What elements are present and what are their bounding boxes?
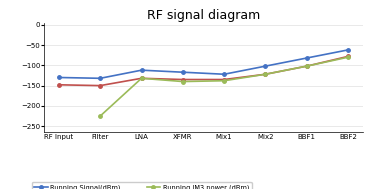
Running Noise Power(dBm) [346, 55, 350, 57]
Running Signal(dBm) [263, 65, 268, 67]
Line: Running Noise Power(dBm): Running Noise Power(dBm) [57, 55, 350, 87]
Running Signal(dBm) [222, 73, 226, 75]
Running Noise Power(dBm) [305, 65, 309, 67]
Running Signal(dBm) [346, 49, 350, 51]
Running Signal(dBm) [98, 77, 102, 79]
Title: RF signal diagram: RF signal diagram [147, 9, 260, 22]
Running Signal(dBm) [139, 69, 144, 71]
Running Noise Power(dBm) [57, 84, 61, 86]
Running IM3 power (dBm) [263, 73, 268, 75]
Running Noise Power(dBm) [263, 73, 268, 75]
Running Signal(dBm) [305, 57, 309, 59]
Running IM3 power (dBm) [181, 80, 185, 83]
Running Noise Power(dBm) [222, 78, 226, 81]
Running IM3 power (dBm) [305, 65, 309, 67]
Legend: Running Signal(dBm), Running Noise Power(dBm), Running IM3 power (dBm): Running Signal(dBm), Running Noise Power… [32, 182, 252, 189]
Running IM3 power (dBm) [222, 80, 226, 82]
Running IM3 power (dBm) [139, 77, 144, 79]
Running Signal(dBm) [57, 76, 61, 79]
Line: Running IM3 power (dBm): Running IM3 power (dBm) [98, 55, 350, 118]
Running IM3 power (dBm) [98, 115, 102, 117]
Running IM3 power (dBm) [346, 56, 350, 58]
Running Signal(dBm) [181, 71, 185, 73]
Line: Running Signal(dBm): Running Signal(dBm) [57, 48, 350, 80]
Running Noise Power(dBm) [139, 77, 144, 79]
Running Noise Power(dBm) [98, 84, 102, 87]
Running Noise Power(dBm) [181, 78, 185, 81]
